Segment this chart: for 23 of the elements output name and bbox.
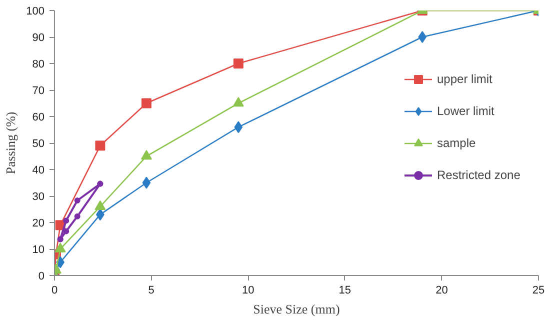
y-tick-label: 30 xyxy=(32,191,45,203)
x-tick-label: 5 xyxy=(148,284,154,296)
legend-label: upper limit xyxy=(437,72,492,86)
y-tick-label: 40 xyxy=(32,164,45,176)
x-tick-label: 25 xyxy=(532,284,545,296)
y-tick-label: 70 xyxy=(32,85,45,97)
legend-label: sample xyxy=(437,136,476,150)
x-axis-title: Sieve Size (mm) xyxy=(253,302,340,316)
legend-label: Lower limit xyxy=(437,104,494,118)
x-tick-label: 20 xyxy=(436,284,448,296)
legend-label: Restricted zone xyxy=(437,168,520,182)
y-tick-label: 50 xyxy=(32,138,45,150)
y-tick-label: 10 xyxy=(32,244,45,256)
x-tick-label: 10 xyxy=(242,284,254,296)
x-tick-label: 0 xyxy=(51,284,58,296)
y-tick-label: 100 xyxy=(26,6,45,18)
y-tick-label: 60 xyxy=(32,112,45,124)
y-tick-label: 90 xyxy=(32,32,45,44)
y-tick-label: 20 xyxy=(32,218,45,230)
y-tick-label: 0 xyxy=(38,270,45,282)
y-axis-title: Passing (%) xyxy=(3,112,18,174)
y-tick-label: 80 xyxy=(32,58,45,70)
x-tick-label: 15 xyxy=(338,284,352,296)
